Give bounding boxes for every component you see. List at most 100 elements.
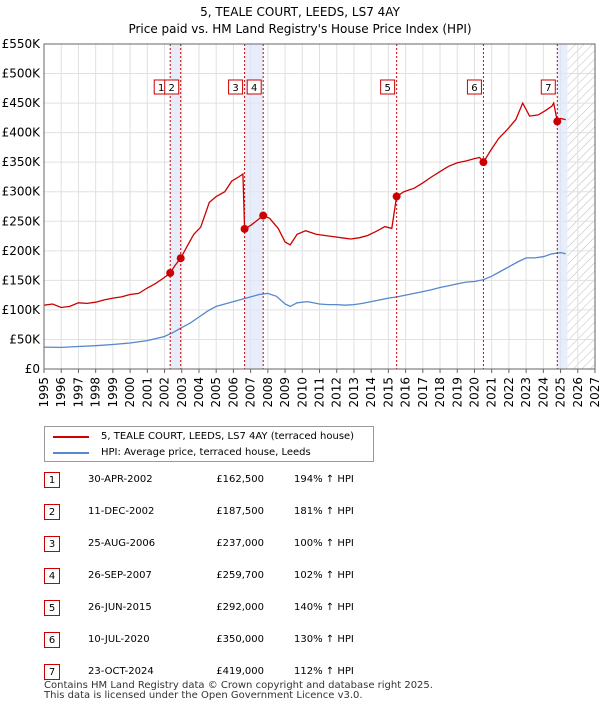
transaction-date: 26-SEP-2007 xyxy=(88,570,152,581)
chart-title: 5, TEALE COURT, LEEDS, LS7 4AY xyxy=(200,5,400,19)
highlight-span xyxy=(557,44,568,369)
sale-label-text: 3 xyxy=(232,83,238,94)
chart-legend: 5, TEALE COURT, LEEDS, LS7 4AY (terraced… xyxy=(44,426,374,462)
x-tick-label: 2008 xyxy=(261,377,275,408)
x-tick-label: 2005 xyxy=(209,377,223,408)
transaction-price: £162,500 xyxy=(216,474,264,485)
x-tick-label: 2002 xyxy=(158,377,172,408)
property-price-line xyxy=(43,101,566,309)
sale-label-text: 4 xyxy=(251,83,257,94)
transaction-number: 7 xyxy=(44,664,60,680)
sale-label-text: 6 xyxy=(471,83,477,94)
y-tick-label: £200K xyxy=(2,244,42,258)
legend-label-property: 5, TEALE COURT, LEEDS, LS7 4AY (terraced… xyxy=(101,431,355,442)
table-row: 2 11-DEC-2002 £187,500 181% ↑ HPI xyxy=(44,504,444,524)
table-row: 7 23-OCT-2024 £419,000 112% ↑ HPI xyxy=(44,664,444,684)
table-row: 4 26-SEP-2007 £259,700 102% ↑ HPI xyxy=(44,568,444,588)
x-tick-label: 2012 xyxy=(330,377,344,408)
transaction-date: 10-JUL-2020 xyxy=(88,634,150,645)
x-tick-label: 2014 xyxy=(364,377,378,408)
legend-label-hpi: HPI: Average price, terraced house, Leed… xyxy=(101,447,311,458)
transaction-number: 1 xyxy=(44,472,60,488)
x-tick-label: 2025 xyxy=(554,377,568,408)
transaction-number: 3 xyxy=(44,536,60,552)
x-tick-label: 2006 xyxy=(226,377,240,408)
price-chart: 5, TEALE COURT, LEEDS, LS7 4AY Price pai… xyxy=(2,5,600,408)
x-tick-label: 2004 xyxy=(192,377,206,408)
transaction-hpi: 100% ↑ HPI xyxy=(294,538,354,549)
x-tick-label: 1999 xyxy=(106,377,120,408)
y-tick-label: £50K xyxy=(9,332,41,346)
y-tick-label: £300K xyxy=(2,185,42,199)
y-tick-label: £450K xyxy=(2,96,42,110)
highlight-span xyxy=(244,44,264,369)
sale-label-box xyxy=(246,79,262,95)
transaction-price: £187,500 xyxy=(216,506,264,517)
transaction-hpi: 102% ↑ HPI xyxy=(294,570,354,581)
x-tick-label: 2000 xyxy=(123,377,137,408)
transaction-price: £419,000 xyxy=(216,666,264,677)
x-tick-label: 2017 xyxy=(416,377,430,408)
transaction-price: £237,000 xyxy=(216,538,264,549)
sale-point xyxy=(392,192,401,201)
x-tick-label: 2027 xyxy=(588,377,600,408)
sale-label-box xyxy=(540,79,556,95)
sale-label-text: 2 xyxy=(169,83,175,94)
x-tick-label: 2011 xyxy=(313,377,327,408)
legend-swatch-property xyxy=(53,436,89,438)
table-row: 6 10-JUL-2020 £350,000 130% ↑ HPI xyxy=(44,632,444,652)
sale-point xyxy=(259,211,268,220)
y-tick-label: £500K xyxy=(2,67,42,81)
x-tick-label: 2013 xyxy=(347,377,361,408)
footer-copyright: Contains HM Land Registry data © Crown c… xyxy=(44,681,433,701)
x-tick-label: 1997 xyxy=(71,377,85,408)
transaction-number: 2 xyxy=(44,504,60,520)
transaction-date: 26-JUN-2015 xyxy=(88,602,152,613)
forecast-hatch xyxy=(567,44,595,369)
transaction-hpi: 181% ↑ HPI xyxy=(294,506,354,517)
transaction-hpi: 112% ↑ HPI xyxy=(294,666,354,677)
transaction-date: 11-DEC-2002 xyxy=(88,506,155,517)
y-tick-label: £100K xyxy=(2,303,42,317)
x-tick-label: 2009 xyxy=(278,377,292,408)
x-tick-label: 2021 xyxy=(485,377,499,408)
transaction-price: £350,000 xyxy=(216,634,264,645)
sale-label-text: 5 xyxy=(384,83,390,94)
sale-label-box xyxy=(164,79,180,95)
x-tick-label: 2016 xyxy=(399,377,413,408)
chart-subtitle: Price paid vs. HM Land Registry's House … xyxy=(128,22,471,36)
footer-line-1: Contains HM Land Registry data © Crown c… xyxy=(44,680,433,691)
sale-label-box xyxy=(466,79,482,95)
sale-label-box xyxy=(380,79,396,95)
legend-swatch-hpi xyxy=(53,452,89,454)
transaction-hpi: 130% ↑ HPI xyxy=(294,634,354,645)
transaction-date: 30-APR-2002 xyxy=(88,474,153,485)
y-tick-label: £150K xyxy=(2,273,42,287)
x-tick-label: 2020 xyxy=(467,377,481,408)
sale-label-text: 1 xyxy=(158,83,164,94)
table-row: 1 30-APR-2002 £162,500 194% ↑ HPI xyxy=(44,472,444,492)
y-tick-label: £400K xyxy=(2,126,42,140)
sale-point xyxy=(176,254,185,263)
footer-line-2: This data is licensed under the Open Gov… xyxy=(44,690,363,701)
y-tick-label: £350K xyxy=(2,155,42,169)
sale-point xyxy=(479,158,488,167)
transaction-number: 4 xyxy=(44,568,60,584)
table-row: 5 26-JUN-2015 £292,000 140% ↑ HPI xyxy=(44,600,444,620)
x-tick-label: 2015 xyxy=(381,377,395,408)
transaction-price: £259,700 xyxy=(216,570,264,581)
highlight-span xyxy=(170,44,181,369)
x-tick-label: 2026 xyxy=(571,377,585,408)
x-tick-label: 2018 xyxy=(433,377,447,408)
y-tick-label: £550K xyxy=(2,37,42,51)
x-tick-label: 2019 xyxy=(450,377,464,408)
transaction-date: 25-AUG-2006 xyxy=(88,538,156,549)
x-tick-label: 2023 xyxy=(519,377,533,408)
x-tick-label: 2024 xyxy=(536,377,550,408)
x-tick-label: 2022 xyxy=(502,377,516,408)
sale-point xyxy=(240,224,249,233)
transaction-price: £292,000 xyxy=(216,602,264,613)
y-tick-label: £250K xyxy=(2,214,42,228)
transaction-date: 23-OCT-2024 xyxy=(88,666,154,677)
sale-point xyxy=(553,117,562,126)
